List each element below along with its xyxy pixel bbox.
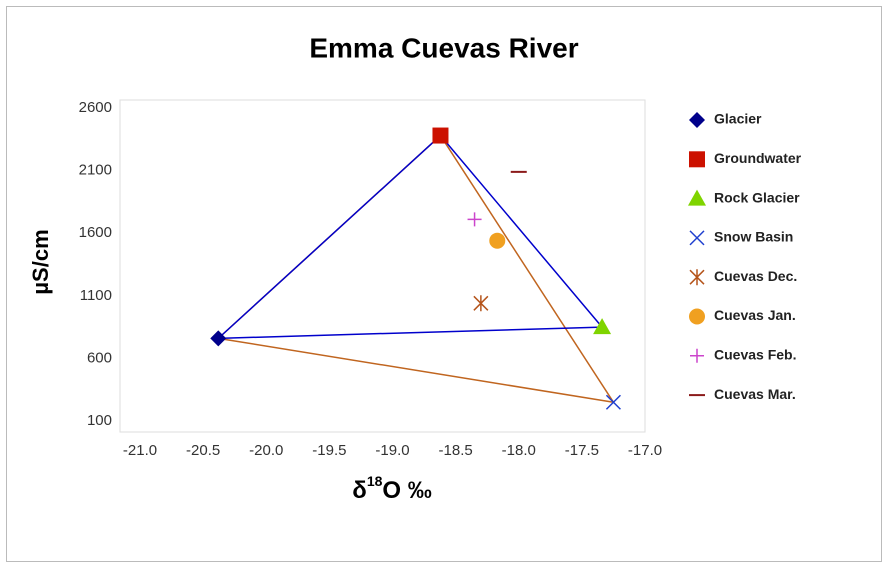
x-tick-label: -18.5 — [439, 442, 473, 459]
marker-shape — [432, 127, 449, 144]
marker-shape — [688, 189, 706, 206]
marker-shape — [605, 394, 621, 410]
x-tick-label: -19.5 — [312, 442, 346, 459]
legend-label: Cuevas Feb. — [714, 347, 796, 363]
mixing-line — [439, 135, 603, 328]
y-axis-label: µS/cm — [28, 229, 53, 294]
legend-marker — [689, 269, 705, 286]
y-tick-label: 1100 — [80, 287, 112, 304]
marker-shape — [489, 232, 506, 249]
marker-shape — [689, 151, 705, 168]
x-axis-label: δ18O ‰ — [352, 473, 431, 505]
legend-marker — [690, 348, 704, 363]
legend-marker — [689, 151, 705, 168]
x-label-base: δ — [352, 477, 367, 504]
x-tick-label: -21.0 — [123, 442, 157, 459]
marker — [467, 212, 482, 227]
marker-shape — [593, 318, 612, 335]
marker — [605, 394, 621, 410]
legend-label: Cuevas Mar. — [714, 386, 796, 402]
legend-marker — [689, 308, 705, 325]
x-label-rest: O ‰ — [382, 477, 431, 504]
y-tick-label: 2100 — [79, 162, 112, 179]
marker — [593, 318, 612, 335]
legend-label: Glacier — [714, 111, 762, 127]
marker-shape — [689, 112, 705, 128]
legend-label: Snow Basin — [714, 229, 793, 245]
mixing-line — [217, 134, 441, 339]
marker — [489, 232, 506, 249]
marker-shape — [690, 348, 704, 363]
y-tick-label: 2600 — [79, 99, 112, 116]
x-tick-label: -18.0 — [502, 442, 536, 459]
legend-label: Groundwater — [714, 150, 802, 166]
mixing-line — [439, 135, 615, 403]
marker-shape — [689, 308, 705, 325]
y-tick-label: 600 — [87, 349, 112, 366]
x-tick-label: -20.5 — [186, 442, 220, 459]
mixing-line — [218, 326, 603, 340]
marker-shape — [689, 269, 705, 286]
plot-area — [119, 99, 646, 433]
y-tick-label: 100 — [87, 412, 112, 429]
x-tick-label: -20.0 — [249, 442, 283, 459]
chart-title: Emma Cuevas River — [309, 32, 578, 63]
legend-label: Rock Glacier — [714, 189, 800, 205]
legend-marker — [688, 189, 706, 206]
y-tick-label: 1600 — [79, 224, 112, 241]
x-tick-label: -17.5 — [565, 442, 599, 459]
marker — [432, 127, 449, 144]
x-label-sup: 18 — [367, 473, 383, 489]
marker — [473, 295, 489, 312]
marker-shape — [467, 212, 482, 227]
marker-shape — [473, 295, 489, 312]
legend-label: Cuevas Dec. — [714, 268, 797, 284]
marker — [210, 330, 227, 347]
marker-shape — [210, 330, 227, 347]
mixing-line — [218, 337, 614, 403]
legend-marker — [689, 112, 705, 128]
legend-label: Cuevas Jan. — [714, 307, 796, 323]
x-tick-label: -19.0 — [375, 442, 409, 459]
legend-marker — [689, 230, 705, 246]
x-tick-label: -17.0 — [628, 442, 662, 459]
chart-frame — [6, 6, 882, 562]
marker-shape — [689, 230, 705, 246]
